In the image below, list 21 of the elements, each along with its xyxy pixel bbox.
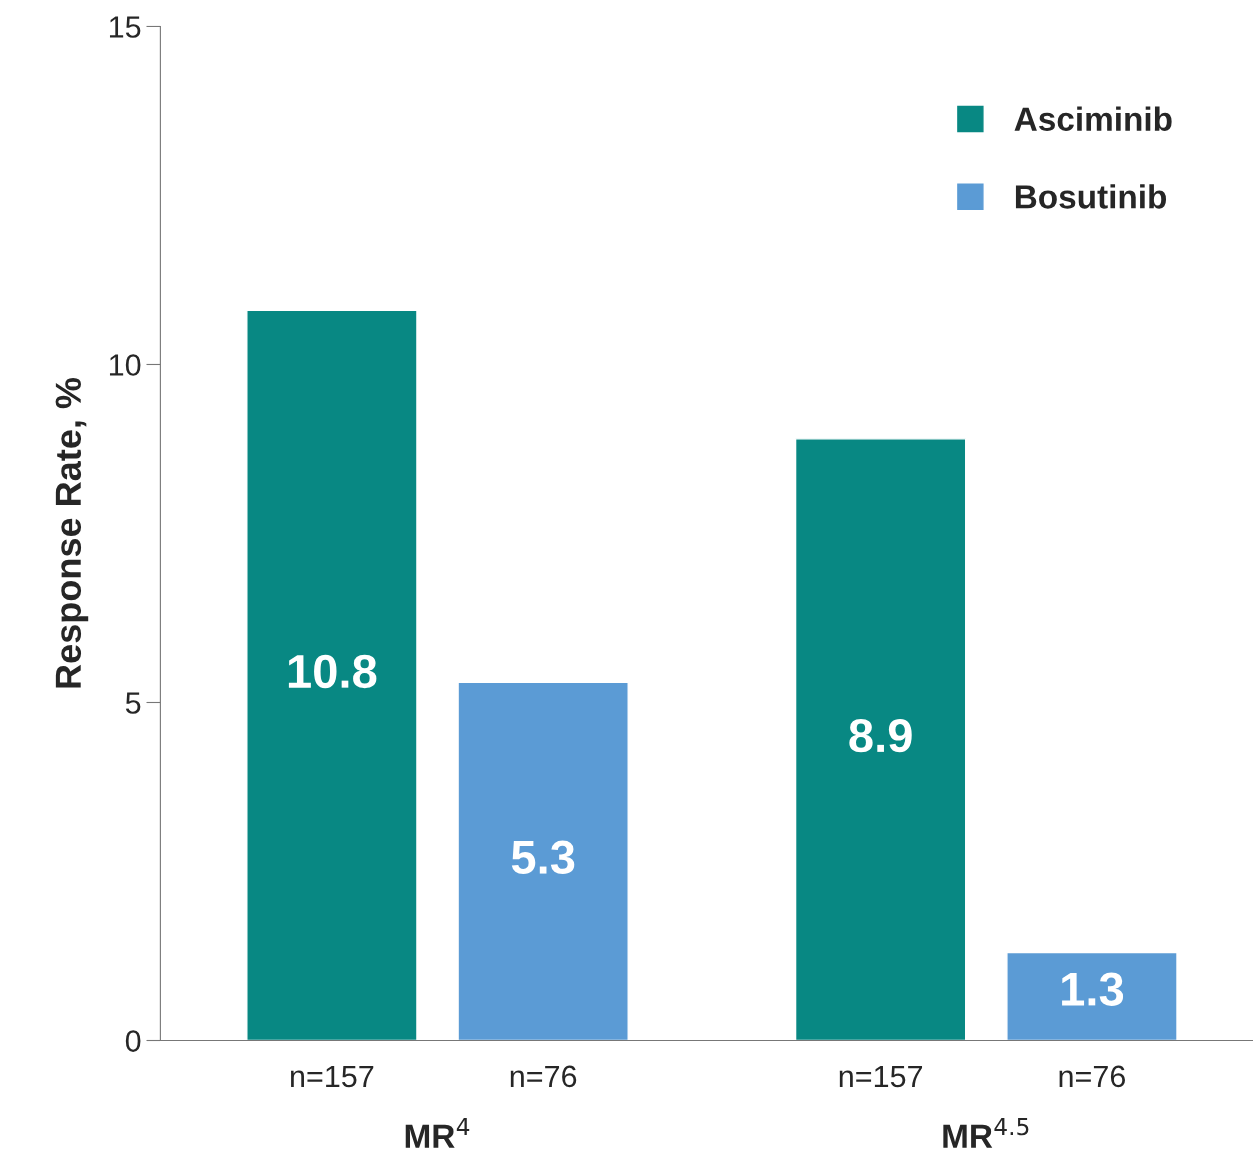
bar [794, 438, 967, 1041]
data-label: 5.3 [511, 840, 575, 875]
text: n=76 [1059, 1065, 1125, 1088]
x-tick-label: MR$^{4.5}$ [943, 1117, 1029, 1148]
bar [246, 309, 418, 1041]
y-tick-label: 0 [125, 1030, 141, 1052]
text: n=157 [839, 1065, 923, 1088]
y-tick-label: 10 [109, 354, 141, 376]
legend-label: Bosutinib [1015, 184, 1167, 209]
data-label: 8.9 [849, 718, 912, 753]
y-tick-label: 5 [125, 692, 141, 714]
text: n=76 [510, 1065, 577, 1088]
bar [457, 681, 629, 1041]
text: n=157 [291, 1065, 374, 1088]
data-label: 1.3 [1062, 972, 1124, 1006]
data-label: 10.8 [288, 654, 377, 689]
legend-label: Asciminib [1014, 106, 1172, 131]
y-tick-label: 15 [109, 16, 141, 38]
y-axis-title: Response Rate, % [55, 377, 89, 688]
x-tick-label: MR$^{4}$ [405, 1117, 470, 1148]
bar [1006, 951, 1178, 1041]
